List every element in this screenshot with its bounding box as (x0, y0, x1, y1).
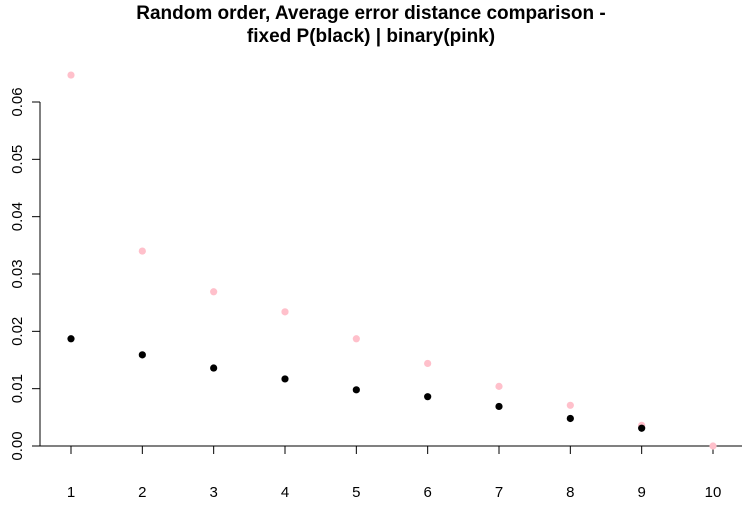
chart-title: Random order, Average error distance com… (0, 2, 742, 48)
x-tick-label: 10 (705, 484, 722, 501)
y-tick-label: 0.00 (9, 431, 26, 460)
y-tick-label: 0.06 (9, 87, 26, 116)
x-tick-label: 5 (352, 484, 360, 501)
x-tick-label: 6 (423, 484, 431, 501)
data-point (566, 414, 574, 423)
x-tick-label: 2 (138, 484, 146, 501)
series-0-points (67, 71, 717, 450)
data-point (210, 364, 218, 372)
data-point (67, 71, 75, 79)
data-point (495, 402, 503, 411)
x-tick-label: 3 (209, 484, 217, 501)
y-tick-label: 0.05 (9, 145, 26, 174)
data-point (281, 375, 289, 383)
y-tick-label: 0.02 (9, 317, 26, 346)
chart-title-line-2: fixed P(black) | binary(pink) (246, 26, 496, 47)
data-point (424, 393, 432, 401)
data-point (709, 442, 717, 450)
data-point (138, 351, 146, 359)
data-point (67, 335, 75, 343)
series-1-points (67, 335, 646, 432)
chart-title-line-1: Random order, Average error distance com… (136, 3, 606, 24)
data-point (495, 382, 503, 390)
x-axis-ticks: 1 2 3 4 5 6 7 8 9 10 (67, 446, 722, 501)
data-point (281, 308, 289, 316)
data-point (566, 401, 574, 409)
y-tick-label: 0.03 (9, 259, 26, 288)
y-axis-ticks: 0.00 0.01 0.02 0.03 0.04 0.05 0.06 (9, 87, 40, 461)
x-tick-label: 9 (637, 484, 645, 501)
y-tick-label: 0.04 (9, 202, 26, 231)
x-tick-label: 7 (495, 484, 503, 501)
x-tick-label: 4 (281, 484, 289, 501)
data-point (210, 288, 218, 296)
data-point (352, 335, 360, 343)
data-point (424, 359, 432, 368)
data-point (138, 247, 146, 255)
data-points (67, 71, 717, 450)
data-point (352, 386, 360, 394)
data-point (638, 424, 646, 432)
y-tick-label: 0.01 (9, 374, 26, 403)
x-tick-label: 8 (566, 484, 574, 501)
x-tick-label: 1 (67, 484, 75, 501)
